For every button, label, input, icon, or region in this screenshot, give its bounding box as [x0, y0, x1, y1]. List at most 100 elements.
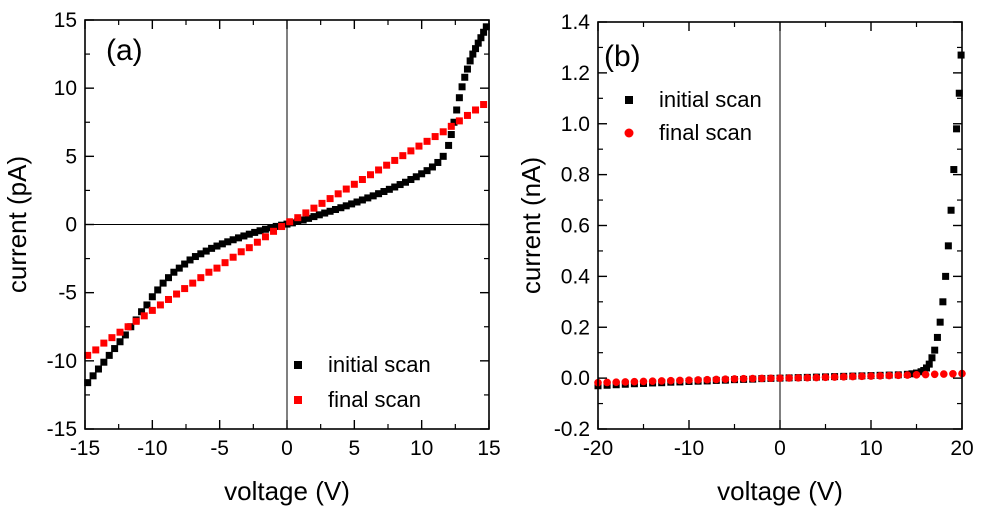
data-point [358, 176, 366, 184]
data-point [423, 167, 431, 175]
y-tick-label: 0.6 [561, 215, 590, 238]
y-tick-label: -0.2 [554, 418, 590, 441]
data-point [235, 234, 243, 242]
data-point [94, 365, 102, 373]
panel-label: (b) [604, 40, 641, 73]
data-point [858, 372, 866, 381]
data-point [396, 181, 404, 189]
data-point [431, 133, 439, 141]
x-tick-label: 15 [477, 437, 500, 460]
data-point [92, 346, 100, 354]
data-point [957, 51, 965, 59]
legend: initial scan final scan [294, 352, 431, 412]
series-final-scan [594, 369, 966, 387]
y-tick-label: 1.0 [561, 113, 590, 136]
data-point [164, 274, 172, 282]
data-point [116, 328, 124, 336]
series-final-scan [84, 101, 488, 359]
data-point [953, 125, 961, 133]
data-point [261, 225, 269, 233]
y-tick-label: 0 [65, 214, 77, 237]
panel-b: -20 -10 0 10 20 -0.2 0.0 0.2 0.4 0.6 0.8 1.0 1.2 1.4 v… [516, 11, 974, 506]
data-point [164, 295, 172, 303]
data-point [326, 195, 334, 203]
data-point [375, 190, 383, 198]
data-point [630, 377, 639, 386]
data-point [407, 176, 415, 184]
data-point [447, 131, 455, 139]
data-point [278, 223, 286, 231]
data-point [218, 240, 226, 248]
data-point [205, 268, 213, 276]
data-point [439, 152, 447, 160]
y-tick-label: 0.2 [561, 316, 590, 339]
data-point [876, 372, 884, 380]
data-point [321, 209, 329, 217]
data-point [794, 374, 802, 382]
data-point [450, 118, 458, 126]
data-point [944, 242, 952, 250]
data-point [358, 196, 366, 204]
data-point [186, 256, 194, 264]
data-point [472, 106, 480, 114]
data-point [423, 137, 431, 145]
data-point [639, 377, 648, 386]
data-point [197, 250, 205, 258]
data-point [939, 298, 947, 306]
data-point [803, 373, 812, 382]
data-point [685, 376, 693, 384]
x-tick-label: 5 [348, 437, 360, 460]
data-point [474, 39, 482, 47]
data-point [237, 248, 245, 256]
data-point [925, 360, 933, 368]
data-point [181, 285, 189, 293]
data-point [124, 323, 132, 331]
data-point [375, 166, 383, 174]
data-point [694, 376, 702, 384]
data-point [380, 188, 388, 196]
y-tick-label: 1.2 [561, 62, 590, 85]
y-axis-title: current (pA) [2, 156, 32, 293]
x-tick-label: -20 [583, 437, 613, 460]
data-point [173, 290, 181, 298]
legend-marker [294, 361, 302, 369]
data-point [949, 370, 957, 378]
data-point [903, 371, 912, 379]
data-point [894, 371, 903, 380]
data-point [434, 158, 442, 166]
y-tick-label: 5 [65, 145, 77, 168]
data-point [189, 279, 197, 287]
data-point [148, 306, 156, 314]
data-point [251, 228, 259, 236]
data-point [415, 142, 423, 150]
data-point [407, 147, 415, 155]
x-tick-label: 10 [859, 437, 882, 460]
data-point [159, 279, 167, 287]
data-point [245, 244, 253, 252]
data-point [310, 213, 318, 221]
data-point [885, 371, 893, 380]
x-tick-label: 10 [410, 437, 433, 460]
data-point [412, 173, 420, 181]
data-point [148, 293, 156, 301]
data-point [105, 351, 113, 359]
data-point [676, 376, 684, 385]
data-point [108, 334, 116, 342]
data-point [839, 373, 848, 381]
x-tick-label: -15 [70, 437, 100, 460]
data-point [383, 161, 391, 169]
data-point [849, 372, 857, 381]
legend-label: initial scan [328, 352, 431, 377]
data-point [447, 122, 455, 130]
data-point [156, 301, 164, 309]
data-point [272, 222, 280, 230]
y-tick-label: -10 [47, 350, 77, 373]
x-tick-label: -5 [210, 437, 229, 460]
data-point [950, 166, 958, 174]
data-point [758, 374, 766, 383]
data-point [712, 375, 721, 384]
data-point [428, 163, 436, 171]
data-point [391, 183, 399, 191]
data-point [930, 370, 939, 379]
